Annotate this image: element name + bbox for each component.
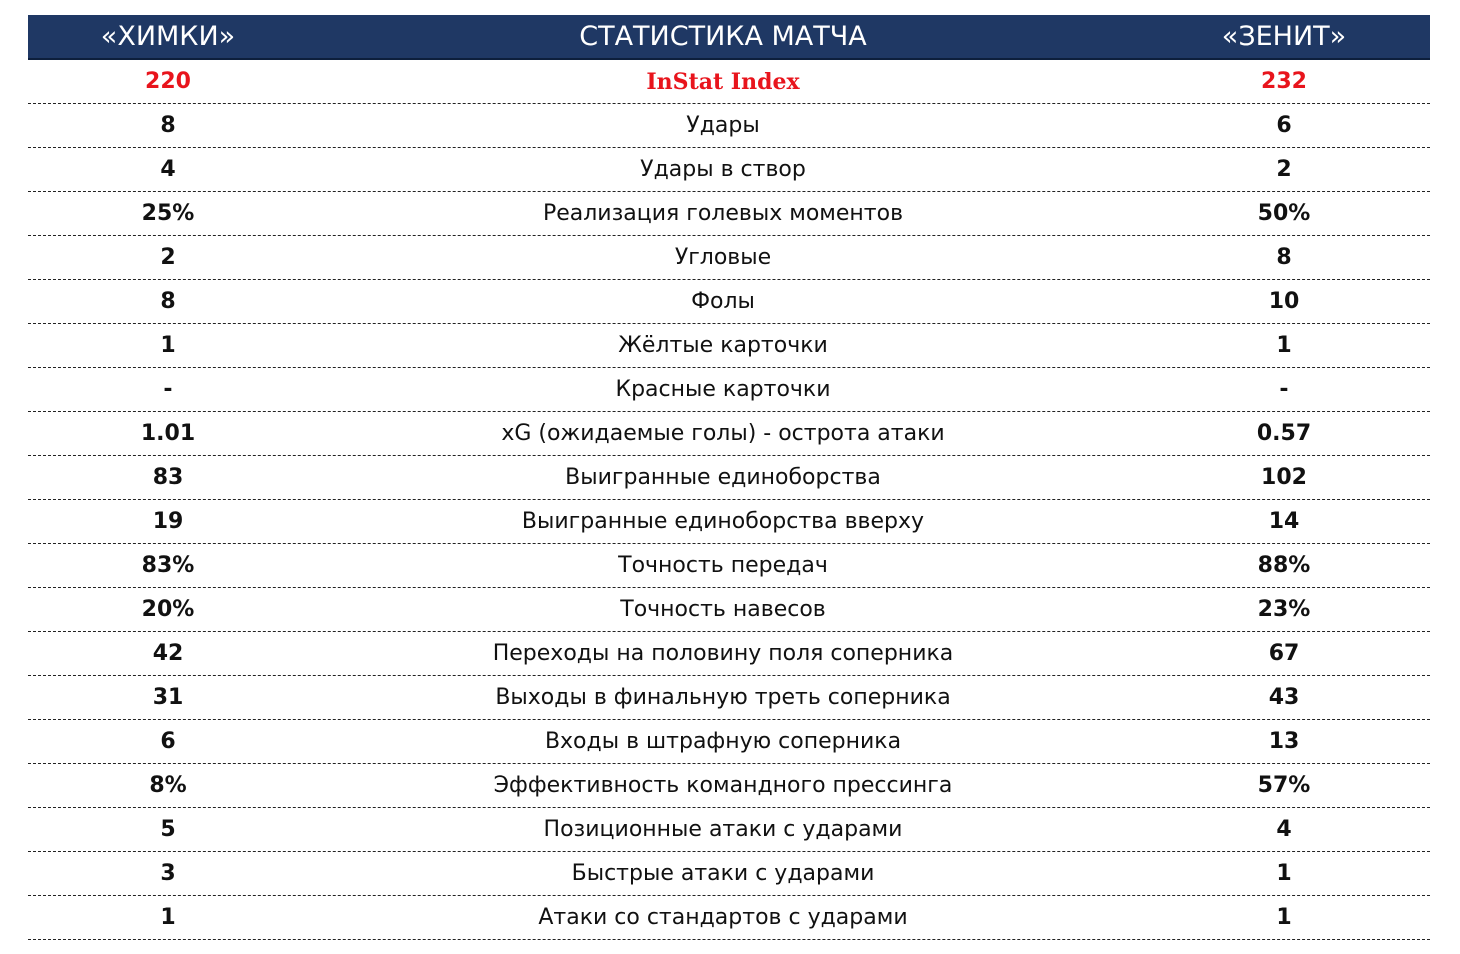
right-value: 88% (1257, 553, 1311, 578)
left-value: 4 (160, 157, 176, 182)
left-value: 31 (152, 685, 184, 710)
right-value: 1 (1276, 905, 1292, 930)
stat-label: Эффективность командного прессинга (493, 773, 953, 798)
stat-row: 1.01 xG (ожидаемые голы) - острота атаки 0… (28, 412, 1430, 456)
stat-label: Жёлтые карточки (618, 333, 828, 358)
stat-label: Красные карточки (615, 377, 831, 402)
stat-label: xG (ожидаемые голы) - острота атаки (501, 421, 945, 446)
right-value: 8 (1276, 245, 1292, 270)
left-value: 25% (141, 201, 195, 226)
stat-row: 5 Позиционные атаки с ударами 4 (28, 808, 1430, 852)
stat-row: 220 InStat Index 232 (28, 60, 1430, 104)
left-value: 83% (141, 553, 195, 578)
stat-row: 3 Быстрые атаки с ударами 1 (28, 852, 1430, 896)
right-value: 102 (1261, 465, 1307, 490)
right-value: 232 (1261, 69, 1307, 94)
stat-label: Позиционные атаки с ударами (543, 817, 903, 842)
stat-label: Выигранные единоборства вверху (521, 509, 925, 534)
stat-row: 6 Входы в штрафную соперника 13 (28, 720, 1430, 764)
left-value: 220 (145, 69, 191, 94)
left-value: 2 (160, 245, 176, 270)
stat-label: Точность передач (618, 553, 828, 578)
right-value: 1 (1276, 861, 1292, 886)
left-value: 83 (152, 465, 184, 490)
right-value: 2 (1276, 157, 1292, 182)
right-value: 50% (1257, 201, 1311, 226)
left-value: 42 (152, 641, 184, 666)
stat-row: 1 Атаки со стандартов с ударами 1 (28, 896, 1430, 940)
right-value: 67 (1268, 641, 1300, 666)
stat-label: Точность навесов (620, 597, 826, 622)
left-value: 19 (152, 509, 184, 534)
stat-label: Входы в штрафную соперника (544, 729, 902, 754)
left-value: - (163, 377, 173, 402)
right-value: 14 (1268, 509, 1300, 534)
stat-row: 83 Выигранные единоборства 102 (28, 456, 1430, 500)
stat-label: Удары в створ (640, 157, 806, 182)
left-value: 6 (160, 729, 176, 754)
right-value: 4 (1276, 817, 1292, 842)
right-value: 57% (1257, 773, 1311, 798)
right-value: 13 (1268, 729, 1300, 754)
stat-row: 25% Реализация голевых моментов 50% (28, 192, 1430, 236)
stat-row: 4 Удары в створ 2 (28, 148, 1430, 192)
stat-row: 19 Выигранные единоборства вверху 14 (28, 500, 1430, 544)
stat-label: Переходы на половину поля соперника (492, 641, 954, 666)
stat-row: 8% Эффективность командного прессинга 57% (28, 764, 1430, 808)
stat-row: 1 Жёлтые карточки 1 (28, 324, 1430, 368)
left-value: 8 (160, 289, 176, 314)
stat-row: - Красные карточки - (28, 368, 1430, 412)
stat-label: InStat Index (646, 68, 800, 95)
right-value: 1 (1276, 333, 1292, 358)
right-value: 23% (1257, 597, 1311, 622)
stat-row: 2 Угловые 8 (28, 236, 1430, 280)
rows: 220 InStat Index 232 8 Удары 6 4 Удары в створ 2… (28, 60, 1430, 940)
table-title: СТАТИСТИКА МАТЧА (579, 21, 867, 52)
left-value: 1 (160, 905, 176, 930)
left-value: 1.01 (140, 421, 196, 446)
stat-label: Фолы (691, 289, 755, 314)
stat-label: Удары (686, 113, 760, 138)
stat-row: 8 Удары 6 (28, 104, 1430, 148)
right-value: 6 (1276, 113, 1292, 138)
right-value: 0.57 (1256, 421, 1312, 446)
left-value: 8% (149, 773, 187, 798)
stat-row: 31 Выходы в финальную треть соперника 43 (28, 676, 1430, 720)
stat-label: Выходы в финальную треть соперника (495, 685, 951, 710)
stat-label: Быстрые атаки с ударами (571, 861, 875, 886)
left-value: 8 (160, 113, 176, 138)
stat-row: 83% Точность передач 88% (28, 544, 1430, 588)
stat-label: Атаки со стандартов с ударами (538, 905, 908, 930)
stats-table: «ХИМКИ» СТАТИСТИКА МАТЧА «ЗЕНИТ» 220 InSt… (28, 15, 1430, 940)
header: «ХИМКИ» СТАТИСТИКА МАТЧА «ЗЕНИТ» (28, 15, 1430, 60)
stat-label: Угловые (674, 245, 772, 270)
stat-row: 42 Переходы на половину поля соперника 67 (28, 632, 1430, 676)
left-value: 20% (141, 597, 195, 622)
team-left: «ХИМКИ» (100, 21, 236, 52)
stat-row: 8 Фолы 10 (28, 280, 1430, 324)
team-right: «ЗЕНИТ» (1221, 21, 1347, 52)
left-value: 1 (160, 333, 176, 358)
right-value: - (1279, 377, 1289, 402)
right-value: 43 (1268, 685, 1300, 710)
stat-row: 20% Точность навесов 23% (28, 588, 1430, 632)
left-value: 3 (160, 861, 176, 886)
right-value: 10 (1268, 289, 1300, 314)
stat-label: Реализация голевых моментов (542, 201, 904, 226)
left-value: 5 (160, 817, 176, 842)
stat-label: Выигранные единоборства (565, 465, 881, 490)
